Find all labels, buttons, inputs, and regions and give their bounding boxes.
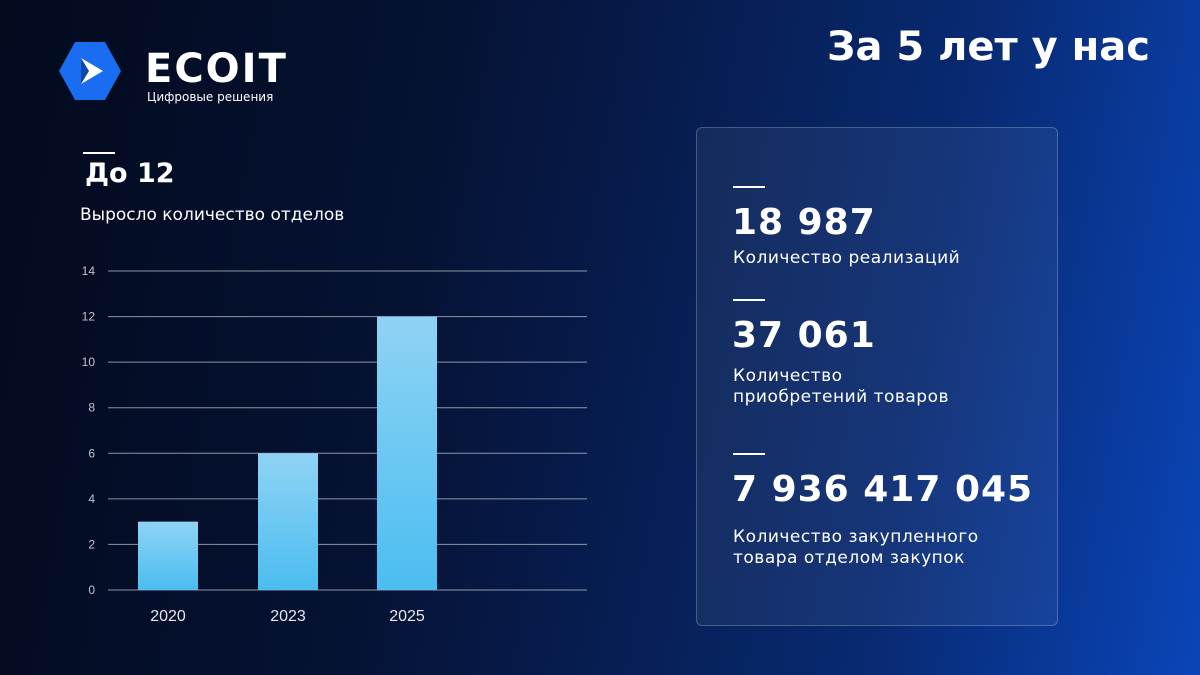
stat-sales-value: 18 987	[732, 202, 876, 243]
bar-2020	[138, 521, 198, 590]
y-tick-label: 10	[82, 355, 96, 369]
stat-sales-label: Количество реализаций	[733, 248, 961, 268]
brand-name: ECOIT	[145, 46, 288, 92]
stat-goods-label: Количество закупленного товара отделом з…	[733, 527, 979, 568]
stat-purchases-label: Количество приобретений товаров	[733, 366, 950, 407]
stat-purchases-value: 37 061	[732, 315, 876, 356]
x-tick-label: 2025	[389, 608, 425, 625]
y-tick-label: 14	[82, 264, 96, 278]
y-tick-label: 4	[88, 492, 95, 506]
stat-goods-value: 7 936 417 045	[732, 469, 1034, 510]
departments-bar-chart: 0 2 4 6 8 10 12 14 2020 2023 2025	[82, 264, 437, 625]
y-tick-label: 0	[88, 583, 95, 597]
bar-2023	[258, 453, 318, 590]
page-headline: За 5 лет у нас	[827, 24, 1150, 70]
stat-divider	[733, 186, 765, 188]
stats-panel: 18 987 Количество реализаций 37 061 Коли…	[696, 127, 1058, 626]
stat-divider	[733, 299, 765, 301]
stat-divider	[733, 453, 765, 455]
x-tick-label: 2020	[150, 608, 186, 625]
x-tick-label: 2023	[270, 608, 306, 625]
departments-divider	[83, 152, 115, 154]
y-tick-label: 8	[88, 401, 95, 415]
y-tick-label: 6	[88, 446, 95, 460]
brand-tagline: Цифровые решения	[147, 90, 274, 104]
logo-mark-icon	[59, 42, 121, 100]
departments-caption: Выросло количество отделов	[80, 205, 345, 225]
departments-value: До 12	[85, 158, 175, 189]
bar-2025	[377, 316, 437, 590]
y-tick-label: 2	[88, 537, 95, 551]
y-tick-label: 12	[82, 310, 96, 324]
